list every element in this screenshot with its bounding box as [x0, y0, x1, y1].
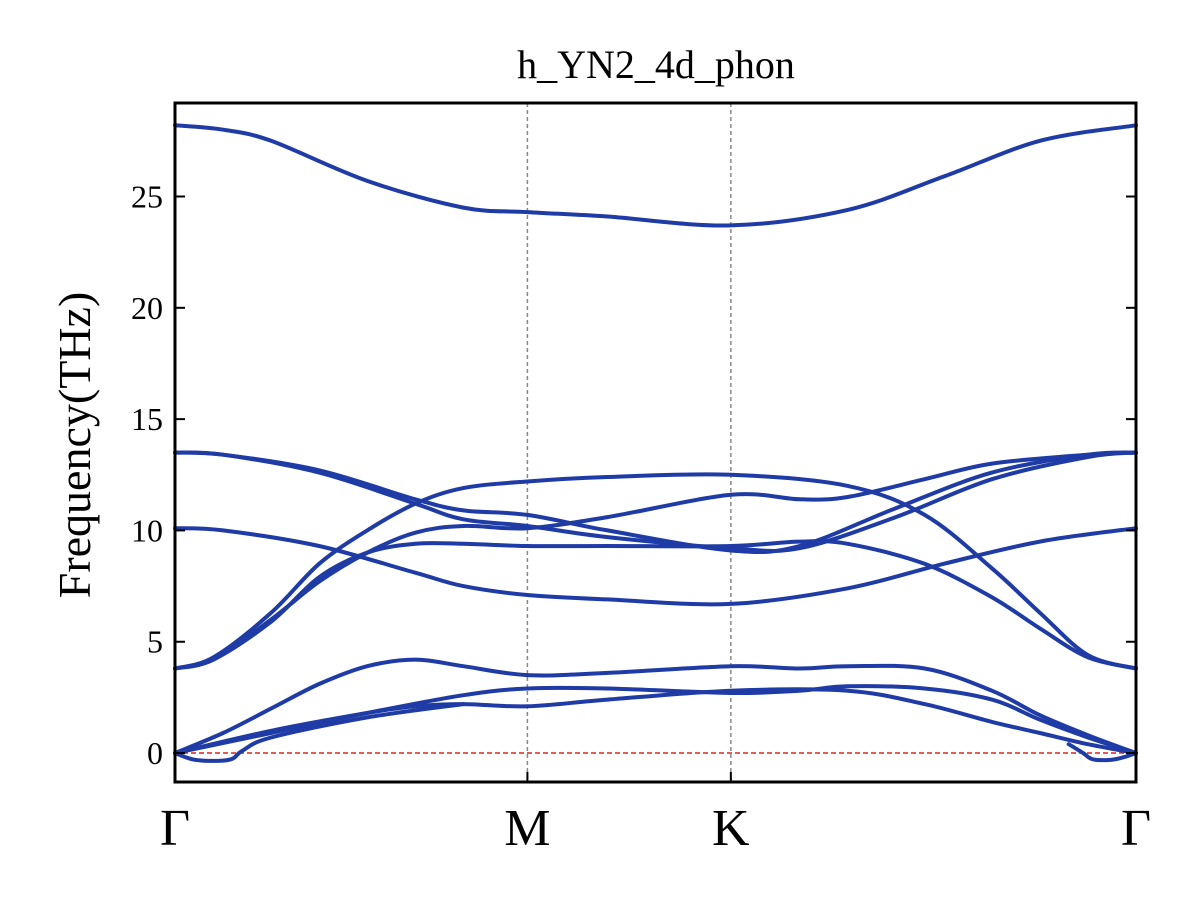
y-axis-label: Frequency(THz) — [49, 292, 100, 599]
band-line-3 — [173, 450, 1138, 553]
band-line-2 — [173, 450, 1138, 555]
plot-frame — [173, 101, 1138, 784]
band-line-4 — [173, 472, 1138, 671]
band-line-1 — [173, 123, 1138, 228]
y-tick-label-1: 5 — [147, 624, 163, 660]
x-tick-label-3: Γ — [1121, 800, 1151, 857]
band-line-12 — [1066, 742, 1138, 763]
band-line-8 — [173, 657, 1138, 756]
x-tick-label-1: M — [504, 800, 550, 857]
band-line-5 — [173, 539, 1138, 671]
y-tick-label-0: 0 — [147, 735, 163, 771]
x-tick-label-2: K — [712, 800, 750, 857]
x-tick-label-0: Γ — [160, 800, 190, 857]
band-line-7 — [173, 526, 1138, 607]
y-tick-label-4: 20 — [131, 290, 163, 326]
band-line-6 — [173, 450, 1138, 671]
y-tick-label-5: 25 — [131, 179, 163, 215]
band-line-10 — [173, 687, 1138, 756]
band-line-11 — [173, 702, 466, 763]
chart-title: h_YN2_4d_phon — [517, 42, 795, 87]
y-tick-label-2: 10 — [131, 512, 163, 548]
y-tick-label-3: 15 — [131, 401, 163, 437]
